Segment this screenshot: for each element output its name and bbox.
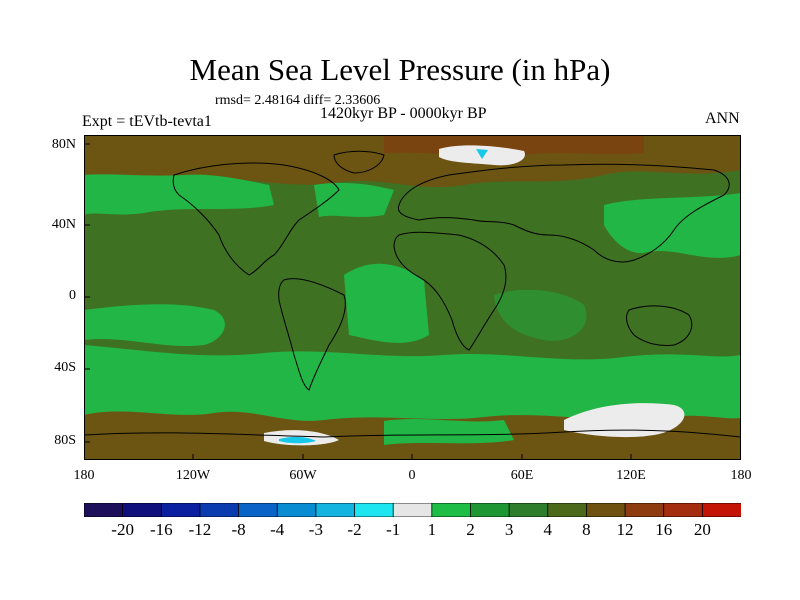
colorbar-label: 8 [582, 520, 591, 539]
coastlines [84, 150, 741, 438]
colorbar-label: -3 [308, 520, 323, 539]
colorbar-swatch [354, 503, 395, 517]
tropical-pacific-green [84, 304, 225, 347]
lat-label-80s: 80S [54, 433, 76, 448]
map-ticks [84, 143, 632, 460]
colorbar-swatch [238, 503, 279, 517]
colorbar-swatch [392, 503, 433, 517]
colorbar-label: -16 [149, 520, 173, 539]
lon-label-120w: 120W [175, 468, 211, 483]
lat-label-40n: 40N [51, 217, 76, 232]
colorbar-swatch [431, 503, 472, 517]
indian-ocean-green [494, 289, 587, 341]
colorbar-swatch [508, 503, 549, 517]
colorbar-label: -1 [386, 520, 401, 539]
coast-australia [626, 305, 693, 346]
colorbar-swatch [586, 503, 626, 517]
tropical-atlantic-green [344, 263, 429, 343]
colorbar-swatch [122, 503, 163, 517]
lon-label-180-right: 180 [730, 468, 752, 483]
stats-text: rmsd= 2.48164 diff= 2.33606 [215, 93, 381, 108]
lat-label-40s: 40S [54, 360, 76, 375]
coast-south-america [278, 278, 346, 391]
antarctic-white-east [564, 403, 685, 438]
lon-label-0: 0 [408, 468, 416, 483]
chart-title: Mean Sea Level Pressure (in hPa) [189, 52, 611, 87]
antarctic-green [384, 419, 514, 445]
north-atlantic-green [314, 182, 394, 217]
colorbar-label: 4 [543, 520, 553, 539]
pressure-map [84, 135, 741, 460]
colorbar-swatch [701, 503, 741, 517]
colorbar-swatch [663, 503, 704, 517]
lat-label-80n: 80N [51, 137, 76, 152]
colorbar-swatch [624, 503, 665, 517]
colorbar-swatch [276, 503, 317, 517]
colorbar [84, 503, 741, 517]
lon-label-120e: 120E [616, 468, 646, 483]
coast-north-america [172, 162, 340, 276]
east-asia-green [604, 193, 741, 258]
colorbar-swatch [84, 503, 124, 517]
colorbar-label: 16 [655, 520, 673, 539]
colorbar-label: 3 [504, 520, 514, 539]
coast-greenland [333, 150, 385, 174]
coast-antarctica [84, 429, 741, 438]
colorbar-label: -4 [270, 520, 285, 539]
colorbar-label: -20 [111, 520, 134, 539]
season-label: ANN [705, 110, 740, 127]
colorbar-swatch [315, 503, 356, 517]
colorbar-label: 20 [693, 520, 711, 539]
colorbar-label: -2 [347, 520, 362, 539]
lon-label-180-left: 180 [73, 468, 95, 483]
colorbar-label: 12 [616, 520, 634, 539]
colorbar-swatch [160, 503, 201, 517]
colorbar-label: 2 [466, 520, 475, 539]
lon-label-60e: 60E [510, 468, 534, 483]
colorbar-swatch [199, 503, 240, 517]
experiment-label: Expt = tEVtb-tevta1 [82, 113, 212, 130]
subtitle: 1420kyr BP - 0000kyr BP [320, 105, 487, 122]
colorbar-label: -12 [188, 520, 212, 539]
lat-label-0: 0 [69, 288, 76, 303]
lon-label-60w: 60W [289, 468, 317, 483]
colorbar-label: 1 [427, 520, 437, 539]
colorbar-swatch [547, 503, 588, 517]
greenland-cyan [476, 149, 488, 159]
coast-africa [393, 231, 507, 351]
coast-europe-asia [397, 163, 730, 263]
colorbar-swatch [470, 503, 511, 517]
antarctic-cyan [279, 436, 316, 444]
southern-ocean-green [84, 345, 741, 425]
colorbar-label: -8 [231, 520, 246, 539]
